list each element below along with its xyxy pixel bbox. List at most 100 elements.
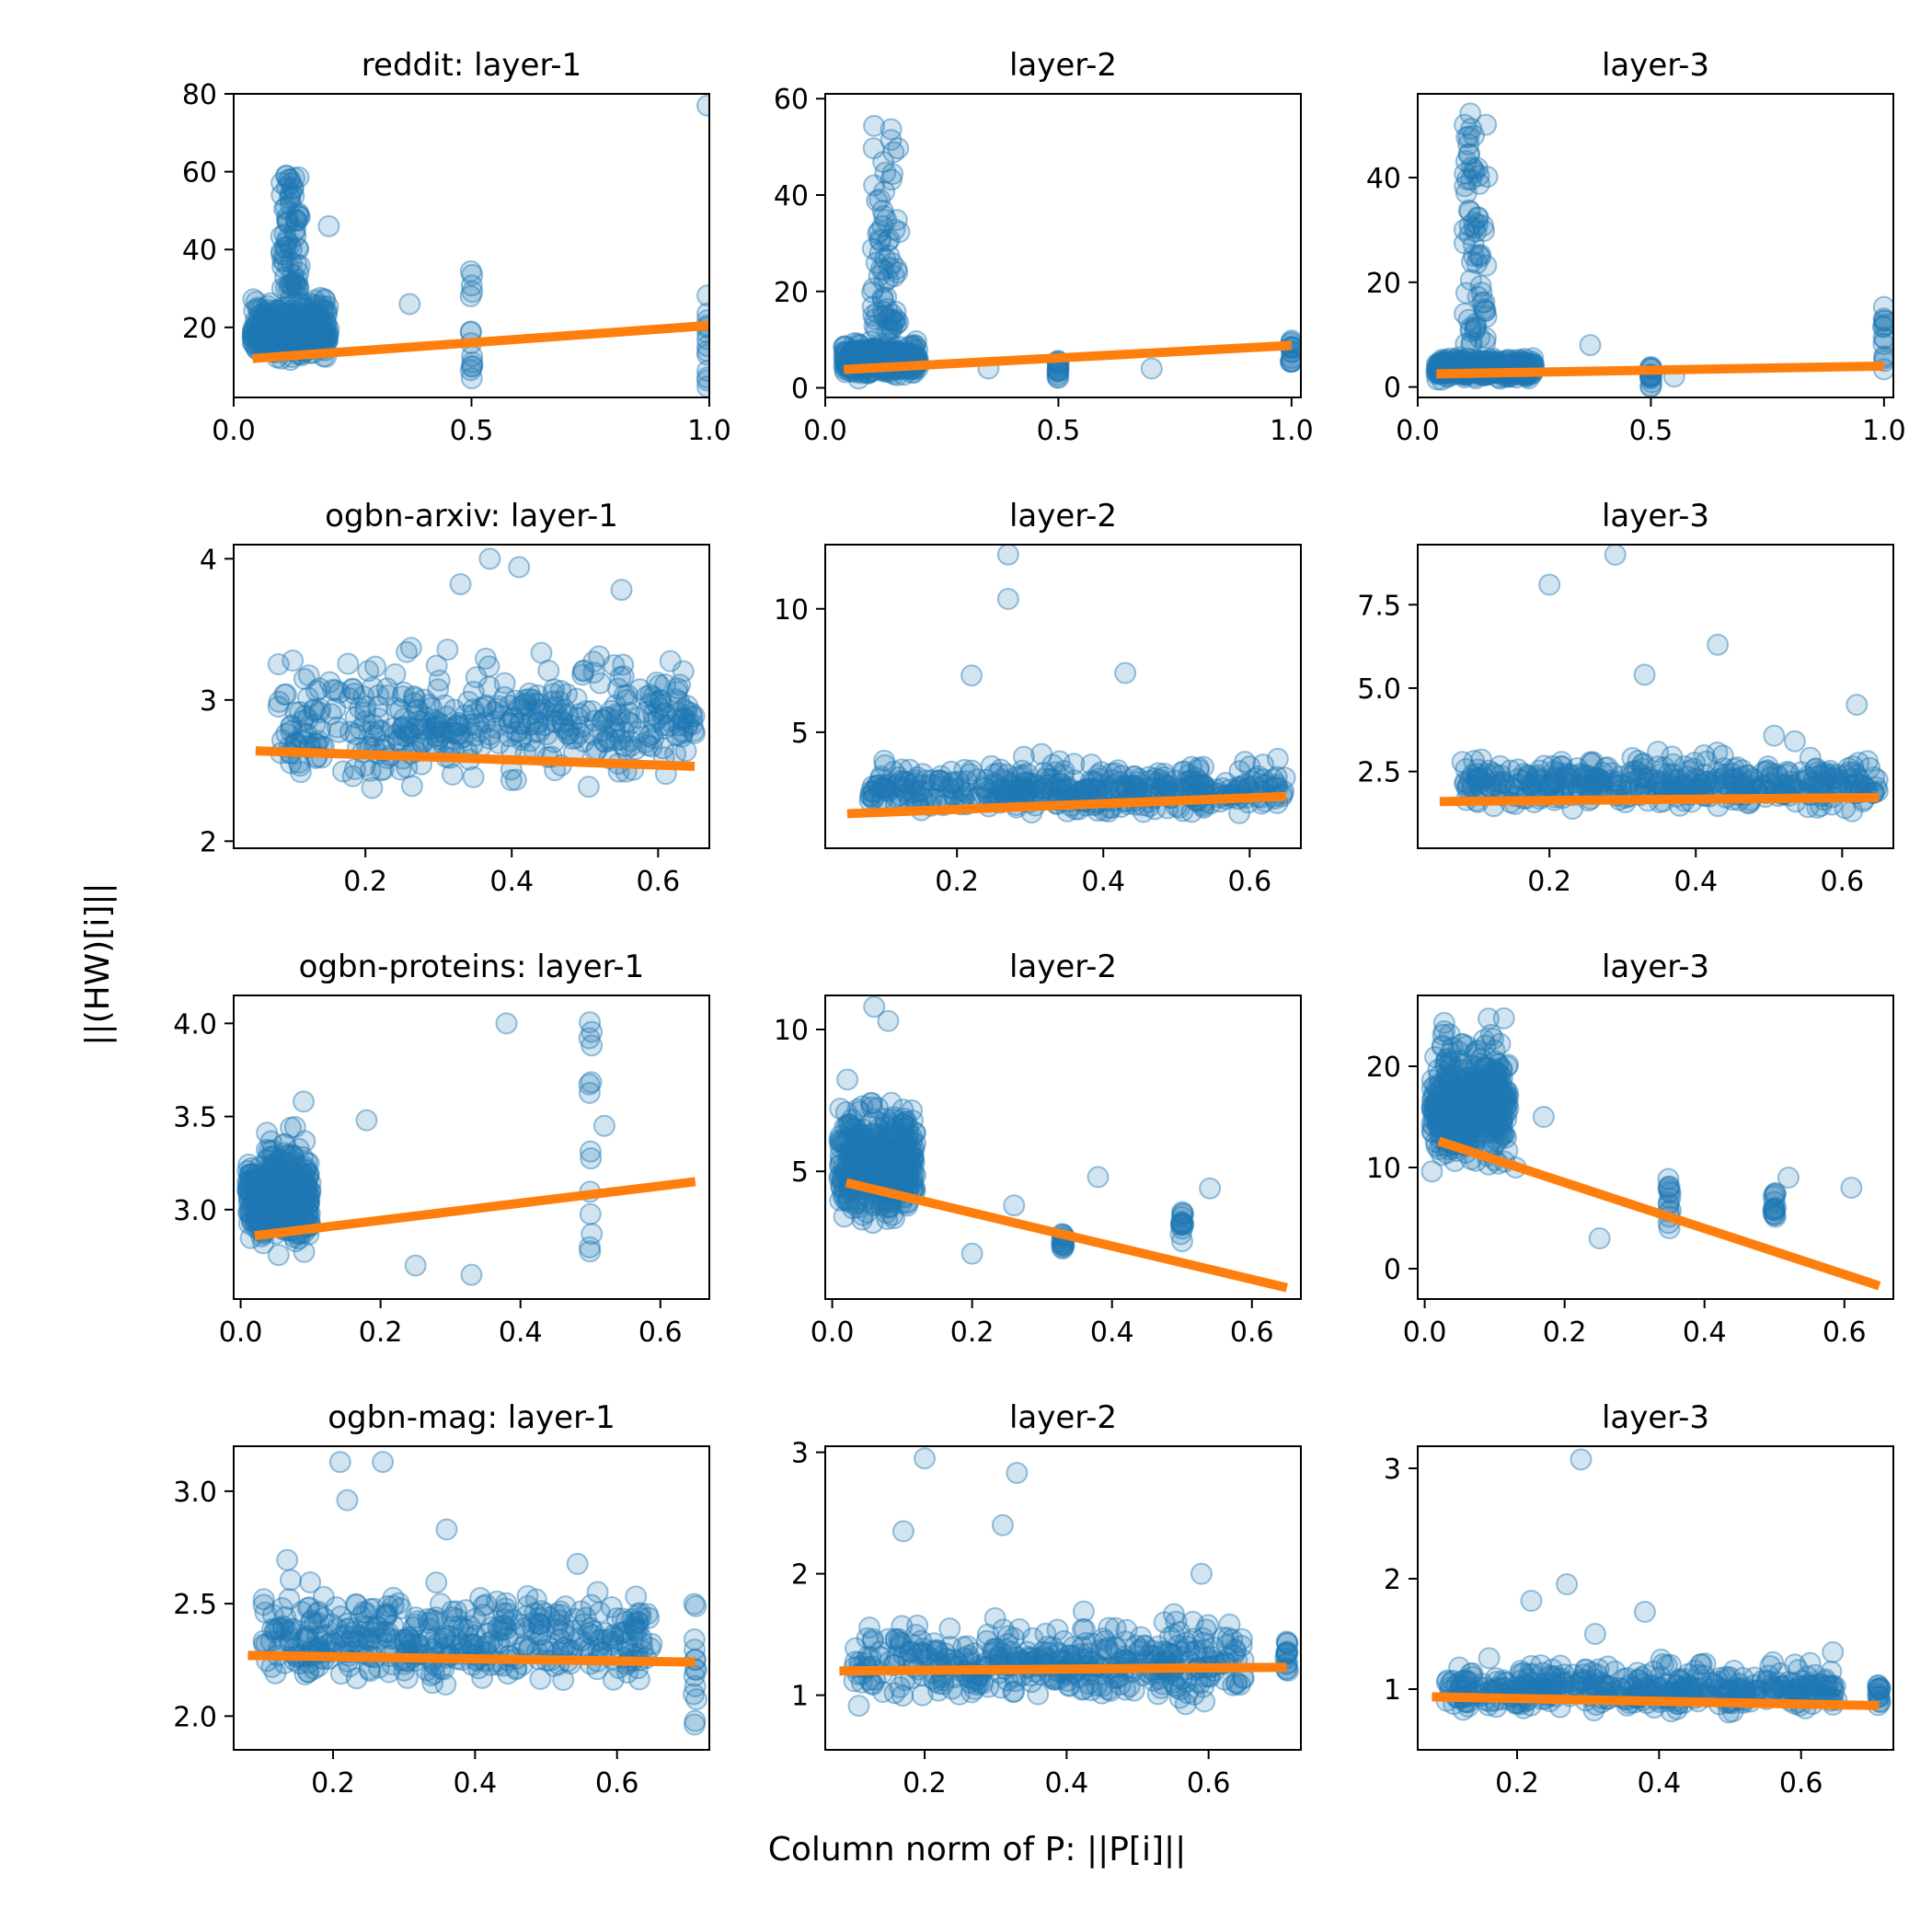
x-tick-label: 0.4: [1090, 1317, 1134, 1349]
scatter-point: [1037, 764, 1060, 787]
scatter-point: [1455, 150, 1478, 173]
scatter-point: [328, 720, 351, 743]
scatter-point: [942, 783, 965, 806]
scatter-point-outlier: [1840, 1177, 1863, 1199]
scatter-point: [1153, 774, 1176, 797]
scatter-point: [882, 340, 905, 363]
scatter-point: [268, 324, 291, 347]
scatter-point: [294, 325, 317, 348]
scatter-point: [305, 320, 328, 343]
scatter-point: [871, 286, 894, 309]
scatter-point: [501, 707, 524, 730]
scatter-point: [287, 286, 310, 309]
scatter-point: [266, 310, 289, 333]
scatter-point: [1041, 753, 1064, 776]
scatter-point: [259, 323, 282, 346]
scatter-point: [271, 323, 294, 346]
y-tick-label: 5: [791, 1156, 809, 1189]
x-tick-label: 0.2: [343, 866, 387, 898]
scatter-point: [639, 684, 662, 707]
scatter-point: [274, 317, 297, 340]
scatter-point: [275, 306, 298, 329]
scatter-point: [293, 323, 316, 346]
scatter-point: [903, 334, 926, 357]
scatter-point: [280, 306, 303, 329]
scatter-point: [871, 341, 894, 364]
scatter-point: [1726, 771, 1749, 794]
scatter-point: [279, 288, 302, 311]
scatter-point: [248, 317, 271, 340]
scatter-point: [1247, 765, 1270, 788]
scatter-point: [856, 339, 879, 362]
scatter-point: [1179, 774, 1202, 797]
scatter-point: [243, 299, 266, 322]
scatter-point: [326, 1617, 349, 1640]
scatter-point: [616, 710, 639, 733]
scatter-point: [310, 297, 333, 320]
scatter-point: [518, 714, 541, 737]
scatter-point: [1457, 133, 1480, 156]
panel-title: layer-2: [1009, 47, 1117, 84]
scatter-point: [1187, 758, 1210, 781]
scatter-point: [296, 1596, 319, 1619]
scatter-point: [884, 300, 907, 323]
scatter-point-outlier: [460, 1263, 483, 1286]
scatter-point: [1187, 756, 1210, 779]
scatter-point: [579, 1202, 602, 1225]
scatter-point-outlier: [1777, 1167, 1800, 1189]
scatter-point: [1090, 774, 1113, 797]
scatter-point: [834, 335, 857, 358]
scatter-point: [1170, 761, 1193, 784]
scatter-point: [427, 728, 450, 751]
fit-line: [845, 1178, 1288, 1293]
scatter-point: [250, 322, 273, 345]
scatter-point: [875, 339, 898, 362]
scatter-point: [505, 720, 528, 743]
scatter-point: [461, 351, 484, 374]
scatter-point: [833, 335, 856, 358]
scatter-point: [1011, 759, 1034, 782]
scatter-point: [1516, 764, 1539, 787]
scatter-point: [454, 704, 477, 727]
scatter-point: [250, 330, 273, 353]
scatter-point: [271, 298, 294, 321]
scatter-point: [1473, 291, 1496, 314]
scatter-point: [1459, 102, 1482, 125]
scatter-point: [447, 711, 470, 734]
scatter-point: [267, 653, 290, 676]
scatter-point: [609, 666, 632, 689]
scatter-point: [285, 327, 308, 350]
scatter-point: [877, 340, 900, 363]
scatter-point: [488, 695, 511, 718]
x-tick-label: 0.2: [359, 1317, 403, 1349]
scatter-point: [488, 731, 511, 754]
scatter-point: [672, 719, 695, 742]
scatter-point: [303, 699, 326, 722]
scatter-point: [1489, 771, 1512, 794]
scatter-point: [363, 655, 386, 678]
scatter-point-outlier: [996, 545, 1019, 566]
scatter-point: [666, 677, 689, 700]
scatter-point: [1566, 757, 1589, 780]
scatter-point: [664, 688, 687, 711]
scatter-point: [1180, 755, 1203, 778]
scatter-point: [552, 1669, 575, 1692]
scatter-point: [370, 719, 393, 742]
scatter-point: [932, 771, 955, 794]
scatter-point: [1172, 1213, 1195, 1236]
scatter-point: [300, 304, 323, 327]
scatter-point: [1873, 313, 1893, 336]
scatter-point: [877, 331, 900, 354]
scatter-point: [393, 707, 416, 730]
scatter-point: [292, 317, 315, 340]
scatter-point: [859, 330, 882, 353]
scatter-point: [871, 300, 894, 323]
scatter-point: [241, 321, 264, 344]
scatter-point: [270, 325, 293, 348]
scatter-point: [880, 118, 903, 141]
scatter-point: [285, 210, 308, 233]
scatter-point: [423, 708, 446, 731]
scatter-point: [847, 339, 870, 362]
